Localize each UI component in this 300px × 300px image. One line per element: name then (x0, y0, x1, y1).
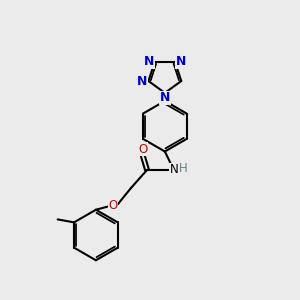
Text: N: N (169, 164, 178, 176)
Text: N: N (176, 55, 186, 68)
Text: N: N (160, 92, 170, 104)
Text: O: O (138, 142, 147, 156)
Text: N: N (144, 55, 154, 68)
Text: H: H (179, 162, 188, 175)
Text: N: N (137, 74, 148, 88)
Text: O: O (108, 199, 118, 212)
